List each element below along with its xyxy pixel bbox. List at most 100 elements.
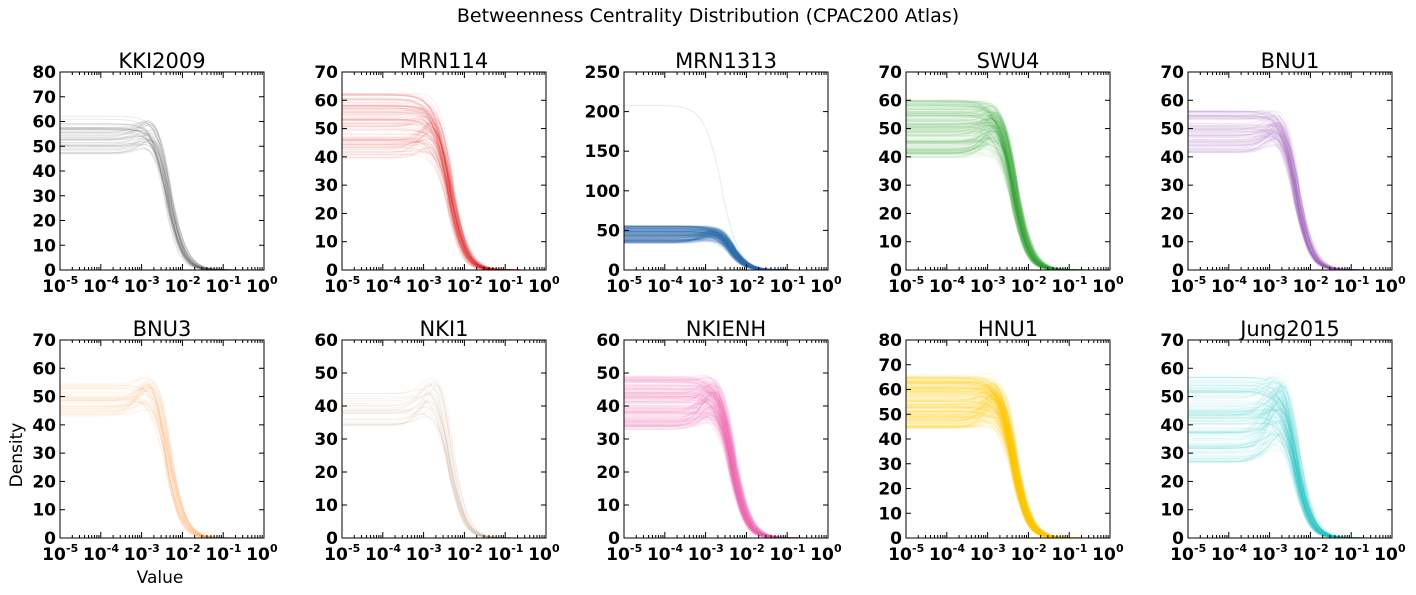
distribution-curve xyxy=(1188,115,1392,270)
subplot-title: NKI1 xyxy=(419,317,468,341)
y-tick-label: 60 xyxy=(32,113,56,133)
distribution-curve xyxy=(624,233,828,270)
distribution-curve xyxy=(906,394,1110,538)
distribution-curve xyxy=(624,232,828,270)
distribution-curve xyxy=(624,227,828,270)
distribution-curve xyxy=(624,235,828,270)
y-tick-label: 10 xyxy=(1160,233,1184,253)
distribution-curve xyxy=(906,104,1110,270)
distribution-curve xyxy=(624,236,828,270)
distribution-curve xyxy=(624,227,828,270)
distribution-curve xyxy=(906,390,1110,538)
distribution-curve xyxy=(1188,118,1392,270)
distribution-curve xyxy=(906,406,1110,538)
distribution-curve xyxy=(624,228,828,270)
distribution-curve xyxy=(906,380,1110,538)
distribution-curve xyxy=(906,123,1110,270)
distribution-curve xyxy=(624,228,828,270)
distribution-curve xyxy=(1188,118,1392,270)
distribution-curve xyxy=(906,107,1110,270)
distribution-curve xyxy=(1188,121,1392,270)
distribution-curve xyxy=(624,389,828,538)
x-tick-exponent: -2 xyxy=(752,542,764,555)
distribution-curve xyxy=(1188,416,1392,538)
distribution-curve xyxy=(906,415,1110,538)
x-tick-label: 10 xyxy=(688,277,712,297)
distribution-curve xyxy=(906,381,1110,538)
x-tick-label: 10 xyxy=(970,277,994,297)
distribution-curve xyxy=(906,117,1110,270)
distribution-curve xyxy=(624,380,828,538)
distribution-curve xyxy=(624,232,828,270)
distribution-curve xyxy=(624,233,828,270)
distribution-curve xyxy=(906,382,1110,538)
x-tick-exponent: -1 xyxy=(1075,542,1087,555)
y-tick-label: 30 xyxy=(1160,444,1184,464)
y-tick-label: 20 xyxy=(314,204,338,224)
distribution-curve xyxy=(906,100,1110,270)
y-tick-label: 50 xyxy=(596,364,620,384)
distribution-curve xyxy=(624,231,828,270)
distribution-curve xyxy=(906,382,1110,538)
distribution-curve xyxy=(624,233,828,270)
distribution-curve xyxy=(624,227,828,270)
x-tick-label: 10 xyxy=(1252,545,1276,565)
distribution-curve xyxy=(906,390,1110,538)
distribution-curve xyxy=(624,231,828,270)
x-tick-exponent: -1 xyxy=(511,274,523,287)
y-tick-label: 0 xyxy=(326,261,338,281)
x-tick-exponent: -3 xyxy=(994,542,1006,555)
distribution-curve xyxy=(624,233,828,270)
distribution-curve xyxy=(906,378,1110,538)
distribution-curve xyxy=(624,232,828,270)
distribution-curve xyxy=(624,227,828,270)
distribution-curve xyxy=(624,236,828,270)
distribution-curve xyxy=(342,381,546,538)
distribution-curve xyxy=(624,226,828,270)
distribution-curve xyxy=(624,233,828,270)
distribution-curve xyxy=(624,234,828,270)
distribution-curve xyxy=(624,229,828,270)
x-tick-label: 10 xyxy=(365,277,389,297)
distribution-curve xyxy=(624,225,828,270)
distribution-curve xyxy=(342,112,546,270)
distribution-curve xyxy=(906,116,1110,270)
x-tick-exponent: -3 xyxy=(148,542,160,555)
distribution-curve xyxy=(624,226,828,270)
distribution-curve xyxy=(624,226,828,270)
distribution-curve xyxy=(624,234,828,270)
distribution-curve xyxy=(1188,408,1392,538)
y-tick-label: 50 xyxy=(1160,388,1184,408)
distribution-curve xyxy=(624,234,828,270)
distribution-curve xyxy=(906,409,1110,538)
y-tick-label: 10 xyxy=(596,496,620,516)
distribution-curve xyxy=(1188,125,1392,270)
distribution-curve xyxy=(624,233,828,270)
distribution-curve xyxy=(906,135,1110,270)
distribution-curve xyxy=(624,233,828,270)
distribution-curve xyxy=(624,236,828,270)
distribution-curve xyxy=(624,230,828,270)
distribution-curve xyxy=(906,383,1110,538)
x-tick-label: 10 xyxy=(165,545,189,565)
x-tick-exponent: -5 xyxy=(912,274,924,287)
distribution-curve xyxy=(624,234,828,270)
y-tick-label: 70 xyxy=(878,356,902,376)
distribution-curve xyxy=(1188,391,1392,538)
distribution-curve xyxy=(906,399,1110,538)
distribution-curve xyxy=(624,235,828,270)
distribution-curve xyxy=(342,389,546,538)
distribution-curve xyxy=(342,92,546,270)
distribution-curve xyxy=(906,108,1110,270)
distribution-curve xyxy=(906,392,1110,538)
distribution-curve xyxy=(906,100,1110,270)
y-tick-label: 20 xyxy=(32,212,56,232)
distribution-curve xyxy=(906,388,1110,538)
distribution-curve xyxy=(624,394,828,538)
x-tick-exponent: -5 xyxy=(66,542,78,555)
distribution-curve xyxy=(906,387,1110,538)
x-tick-label: 10 xyxy=(124,545,148,565)
distribution-curve xyxy=(624,224,828,270)
y-tick-label: 10 xyxy=(314,496,338,516)
